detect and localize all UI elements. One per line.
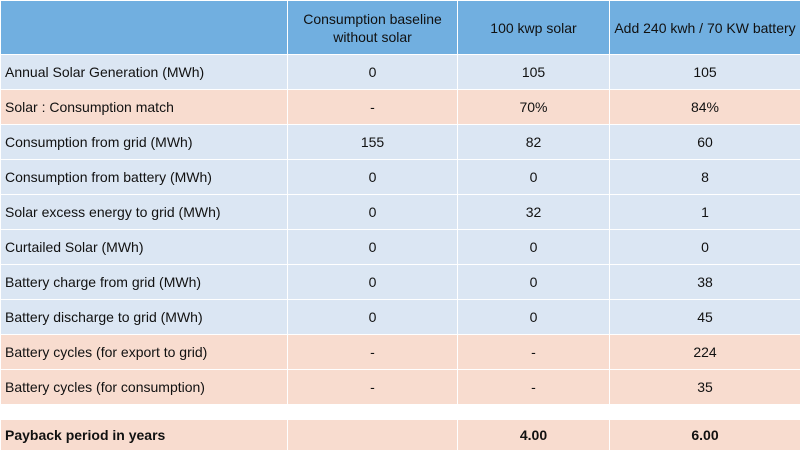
table-row: Payback period in years 4.00 6.00 [0,419,800,451]
spacer-row [0,404,800,420]
header-cell [0,0,288,55]
cell: 0 [287,229,458,265]
row-label: Payback period in years [0,419,288,451]
cell: 105 [457,54,610,90]
header-cell: 100 kwp solar [457,0,610,55]
cell [287,419,458,451]
cell: 84% [609,89,800,125]
cell: 1 [609,194,800,230]
cell: 155 [287,124,458,160]
cell: - [287,89,458,125]
row-label: Consumption from battery (MWh) [0,159,288,195]
header-row: Consumption baseline without solar 100 k… [0,0,800,55]
table-row: Solar excess energy to grid (MWh) 0 32 1 [0,194,800,230]
row-label: Annual Solar Generation (MWh) [0,54,288,90]
cell: 105 [609,54,800,90]
row-label: Battery cycles (for export to grid) [0,334,288,370]
cell: 224 [609,334,800,370]
table-row: Battery cycles (for export to grid) - -224 [0,334,800,370]
cell: 82 [457,124,610,160]
table-row: Annual Solar Generation (MWh) 0 105 105 [0,54,800,90]
cell: 70% [457,89,610,125]
cell: 0 [457,229,610,265]
cell: 60 [609,124,800,160]
cell: 0 [457,159,610,195]
spacer-cell [287,404,458,420]
cell: 0 [609,229,800,265]
spacer-cell [457,404,610,420]
cell: 0 [287,299,458,335]
cell: 0 [287,264,458,300]
row-label: Consumption from grid (MWh) [0,124,288,160]
table-row: Consumption from battery (MWh) 0 0 8 [0,159,800,195]
row-label: Battery discharge to grid (MWh) [0,299,288,335]
table-row: Curtailed Solar (MWh) 0 0 0 [0,229,800,265]
table-row: Solar : Consumption match -70% 84% [0,89,800,125]
row-label: Battery cycles (for consumption) [0,369,288,405]
cell: 8 [609,159,800,195]
cell: 0 [457,299,610,335]
cell: - [287,334,458,370]
spacer-cell [0,404,288,420]
cell: 0 [287,54,458,90]
table-row: Battery discharge to grid (MWh) 0 0 45 [0,299,800,335]
cell: - [287,369,458,405]
row-label: Curtailed Solar (MWh) [0,229,288,265]
table-row: Battery charge from grid (MWh) 0 0 38 [0,264,800,300]
row-label: Solar excess energy to grid (MWh) [0,194,288,230]
cell: - [457,369,610,405]
cell: - [457,334,610,370]
row-label: Battery charge from grid (MWh) [0,264,288,300]
spacer-cell [609,404,800,420]
cell: 0 [457,264,610,300]
table-row: Consumption from grid (MWh) 155 82 60 [0,124,800,160]
cell: 32 [457,194,610,230]
cell: 6.00 [609,419,800,451]
cell: 0 [287,194,458,230]
cell: 0 [287,159,458,195]
cell: 4.00 [457,419,610,451]
cell: 38 [609,264,800,300]
table-body: Annual Solar Generation (MWh) 0 105 105 Sola… [0,54,800,451]
header-cell: Add 240 kwh / 70 KW battery [609,0,800,55]
header-cell: Consumption baseline without solar [287,0,458,55]
row-label: Solar : Consumption match [0,89,288,125]
cell: 35 [609,369,800,405]
table-row: Battery cycles (for consumption) - -35 [0,369,800,405]
cell: 45 [609,299,800,335]
